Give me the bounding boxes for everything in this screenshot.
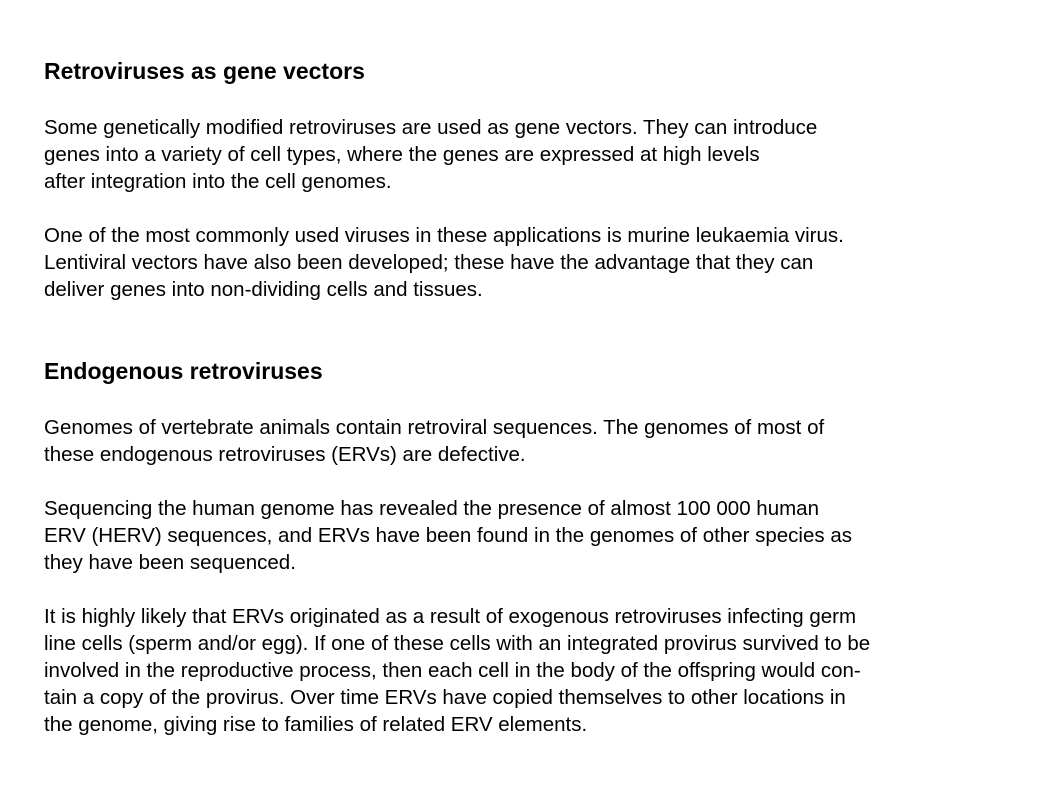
section-heading-endogenous: Endogenous retroviruses [44,358,323,384]
text-line: deliver genes into non-dividing cells an… [44,278,483,301]
text-line: genes into a variety of cell types, wher… [44,143,760,166]
text-line: Some genetically modified retroviruses a… [44,116,818,139]
paragraph-human-genome: Sequencing the human genome has revealed… [44,495,852,576]
text-line: ERV (HERV) sequences, and ERVs have been… [44,524,852,547]
text-line: Lentiviral vectors have also been develo… [44,251,814,274]
text-line: Genomes of vertebrate animals contain re… [44,416,825,439]
text-line: involved in the reproductive process, th… [44,659,861,682]
section-heading-gene-vectors: Retroviruses as gene vectors [44,58,365,84]
text-line: Sequencing the human genome has revealed… [44,497,819,520]
text-line: line cells (sperm and/or egg). If one of… [44,632,871,655]
paragraph-erv-origin: It is highly likely that ERVs originated… [44,603,870,738]
text-line: One of the most commonly used viruses in… [44,224,844,247]
paragraph-murine-lentiviral: One of the most commonly used viruses in… [44,222,844,303]
paragraph-endogenous-intro: Genomes of vertebrate animals contain re… [44,414,824,468]
text-line: they have been sequenced. [44,551,296,574]
text-line: after integration into the cell genomes. [44,170,392,193]
text-line: It is highly likely that ERVs originated… [44,605,857,628]
text-line: the genome, giving rise to families of r… [44,713,588,736]
text-line: tain a copy of the provirus. Over time E… [44,686,846,709]
text-line: these endogenous retroviruses (ERVs) are… [44,443,526,466]
paragraph-gene-vectors-intro: Some genetically modified retroviruses a… [44,114,817,195]
